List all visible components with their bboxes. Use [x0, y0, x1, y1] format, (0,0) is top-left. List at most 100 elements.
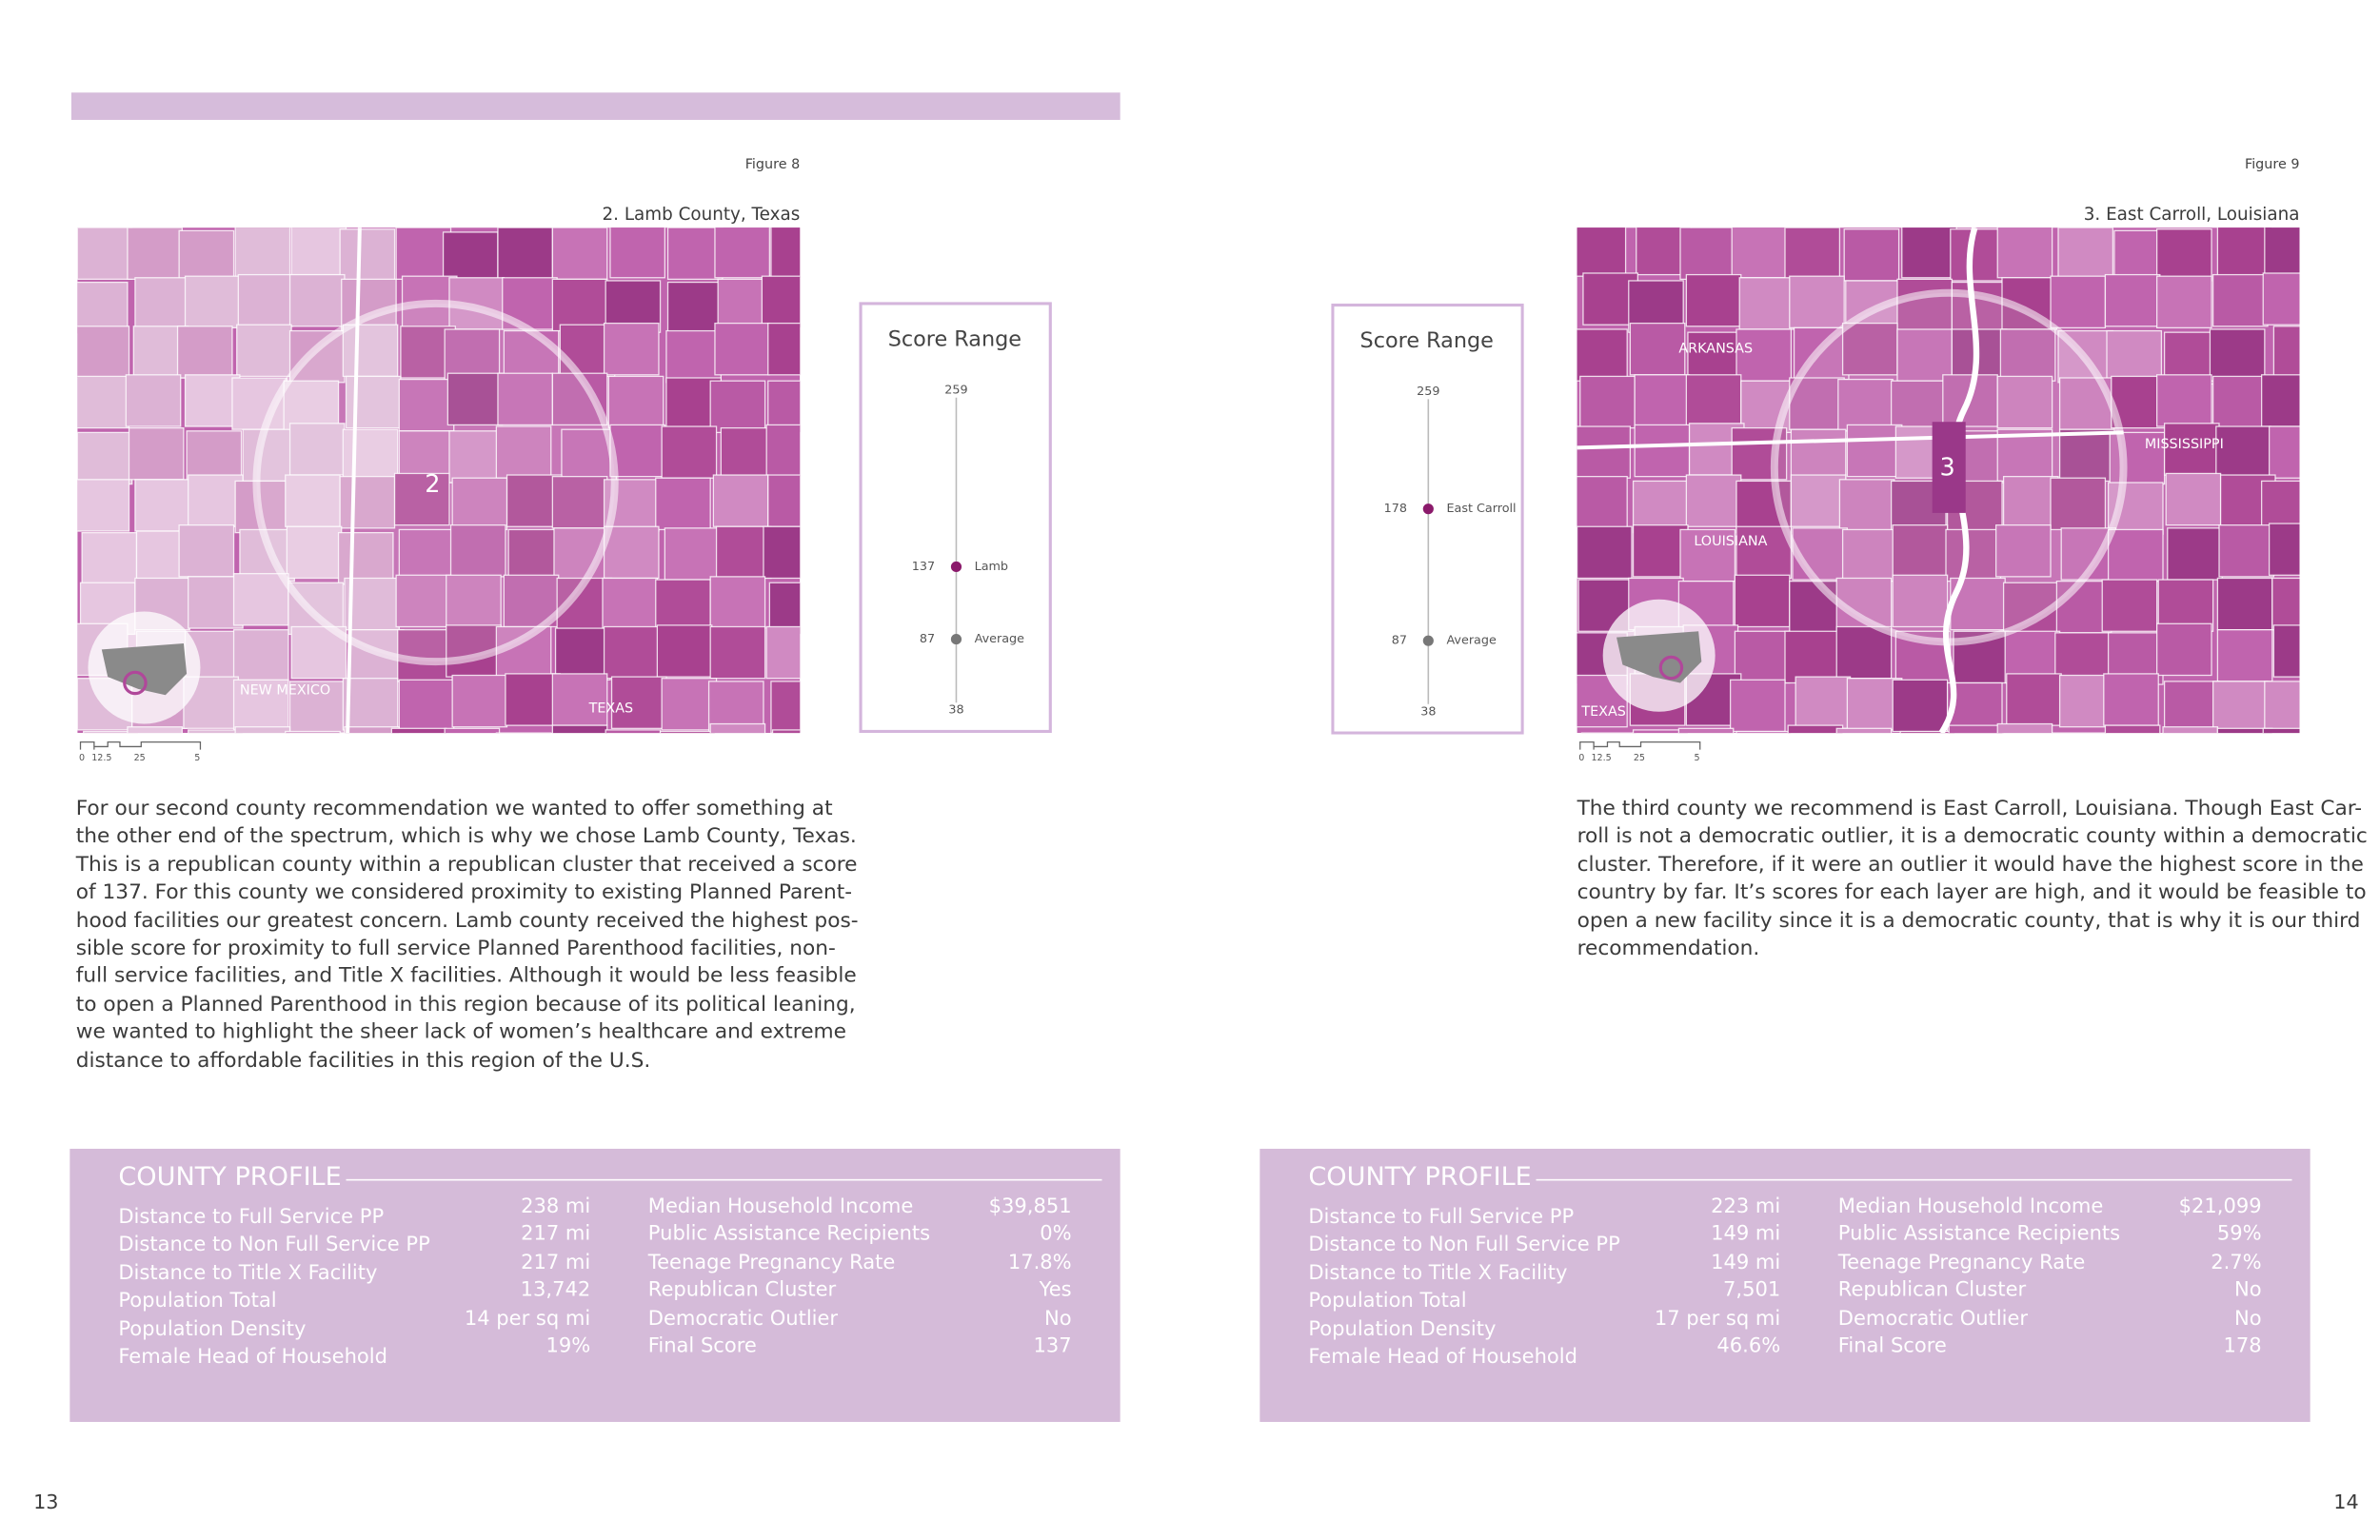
county-shape [81, 531, 138, 585]
state-border [1577, 430, 2124, 450]
county-shape [234, 726, 291, 734]
paragraph-line: sible score for proximity to full servic… [75, 936, 836, 961]
profile-value: 217 mi [521, 1252, 591, 1274]
profile-value: Yes [1039, 1279, 1072, 1303]
county-shape [1835, 727, 1893, 734]
county-shape [1632, 524, 1689, 578]
profile-value: 7,501 [1723, 1279, 1781, 1303]
score-min: 38 [1420, 704, 1436, 719]
county-shape [607, 375, 664, 429]
profile-label: Republican Cluster [1837, 1279, 2027, 1303]
scale-line [79, 741, 202, 750]
county-shape [449, 524, 506, 578]
marker-value: 87 [920, 632, 935, 646]
profile-value: 17 per sq mi [1654, 1307, 1781, 1331]
county-shape [337, 531, 394, 585]
county-shape [2057, 227, 2114, 281]
county-shape [77, 281, 129, 335]
map-label: MISSISSIPPI [2145, 437, 2224, 452]
county-shape [609, 227, 665, 279]
county-shape [77, 375, 130, 429]
county-shape [2271, 577, 2300, 631]
county-shape [2163, 681, 2220, 734]
county-shape [451, 674, 508, 728]
county-shape [2106, 329, 2163, 384]
county-shape [2272, 624, 2300, 678]
marker-value: 137 [912, 560, 935, 574]
profile-value: 137 [1033, 1335, 1072, 1358]
county-shape [2268, 523, 2300, 576]
county-shape [1835, 625, 1893, 680]
county-shape [242, 428, 299, 483]
county-shape [1734, 574, 1791, 628]
county-shape [1996, 375, 2053, 429]
county-shape [395, 227, 452, 281]
profile-value: No [2234, 1307, 2262, 1331]
county-shape [1735, 730, 1793, 734]
paragraph-line: hood facilities our greatest concern. La… [75, 908, 859, 933]
marker-label: Lamb [975, 560, 1008, 574]
scale-label: 25 [134, 753, 146, 763]
county-shape [2216, 227, 2273, 279]
profile-value: No [2234, 1279, 2262, 1303]
county-shape [602, 577, 659, 631]
county-shape [1841, 322, 1898, 376]
profile-value: 149 mi [1711, 1223, 1781, 1247]
county-shape [77, 227, 133, 281]
county-shape [1996, 722, 2053, 734]
county-shape [344, 726, 400, 734]
county-shape [495, 425, 552, 479]
map-label: TEXAS [1580, 704, 1626, 720]
county-shape [446, 372, 504, 426]
marker-label: East Carroll [1446, 502, 1516, 516]
county-shape [232, 629, 289, 682]
county-shape [609, 424, 665, 478]
map-label: LOUISIANA [1694, 534, 1767, 549]
paragraph-line: to open a Planned Parenthood in this reg… [75, 992, 856, 1017]
county-shape [444, 328, 501, 382]
profile-label: Female Head of Household [118, 1346, 387, 1370]
county-shape [715, 525, 772, 580]
county-shape [77, 479, 130, 532]
profile-rule [346, 1178, 1102, 1181]
profile-label: Distance to Title X Facility [1308, 1262, 1568, 1286]
profile-label: Female Head of Household [1308, 1346, 1577, 1370]
focus-circle [1770, 288, 2128, 646]
county-shape [290, 227, 347, 276]
county-shape [288, 273, 346, 327]
county-shape [765, 424, 801, 478]
county-shape [661, 678, 718, 731]
paragraph-line: roll is not a democratic outlier, it is … [1577, 824, 2368, 849]
county-shape [285, 730, 341, 734]
score-min: 38 [948, 703, 963, 718]
county-shape [188, 729, 244, 734]
county-shape [395, 574, 452, 628]
county-shape [1795, 676, 1852, 729]
county-shape [2155, 374, 2212, 427]
county-shape [763, 525, 801, 580]
county-shape [77, 431, 133, 485]
county-shape [2211, 681, 2269, 734]
score-marker [1422, 635, 1434, 646]
paragraph: The third county we recommend is East Ca… [1577, 795, 2368, 962]
county-shape [1892, 574, 1949, 628]
county-shape [1841, 528, 1898, 582]
map: 2 NEW MEXICO TEXAS [77, 227, 801, 734]
profile-value: 149 mi [1711, 1252, 1781, 1274]
scale-label: 0 [79, 753, 85, 763]
profile-title: COUNTY PROFILE [118, 1162, 342, 1194]
county-shape [2211, 273, 2269, 327]
profile-value: $39,851 [988, 1195, 1072, 1219]
county-shape [1577, 227, 1627, 277]
map-label: 3 [1939, 454, 1954, 483]
county-shape [2215, 425, 2271, 479]
county-shape [2155, 622, 2212, 677]
figure-label: Figure 9 [2244, 157, 2300, 173]
county-shape [1634, 424, 1691, 478]
county-shape [656, 624, 713, 678]
county-shape [2103, 673, 2159, 726]
county-shape [1899, 730, 1956, 734]
county-shape [2261, 374, 2300, 427]
county-shape [1945, 528, 2002, 582]
